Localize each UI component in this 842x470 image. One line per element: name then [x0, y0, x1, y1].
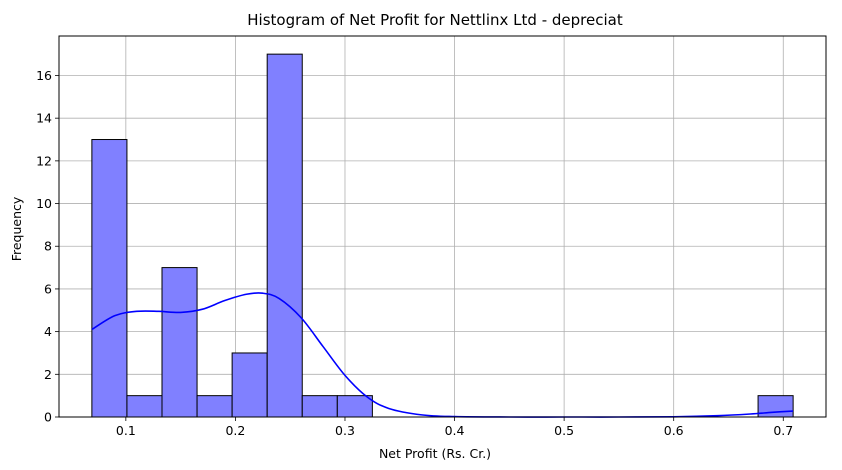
chart-title: Histogram of Net Profit for Nettlinx Ltd…	[247, 11, 623, 29]
x-tick-label: 0.5	[554, 423, 574, 438]
histogram-bar	[196, 395, 233, 418]
y-axis-ticks: 0 2 4 6 8 10 12 14 16	[36, 68, 59, 425]
histogram-bar	[336, 395, 373, 418]
y-tick-label: 16	[36, 68, 52, 83]
histogram-bar	[231, 352, 268, 418]
x-tick-label: 0.3	[335, 423, 355, 438]
x-tick-label: 0.4	[445, 423, 465, 438]
y-tick-label: 6	[44, 281, 52, 296]
y-tick-label: 10	[36, 196, 52, 211]
y-tick-label: 12	[36, 153, 52, 168]
histogram-bars	[91, 53, 794, 418]
y-tick-label: 14	[36, 111, 52, 126]
histogram-bar	[126, 395, 163, 418]
x-tick-label: 0.6	[664, 423, 684, 438]
x-axis-ticks: 0.1 0.2 0.3 0.4 0.5 0.6 0.7	[116, 417, 793, 438]
plot-frame	[58, 35, 827, 418]
y-tick-label: 0	[44, 410, 52, 425]
histogram-bar	[161, 267, 198, 418]
y-axis-label: Frequency	[9, 196, 24, 261]
histogram-bar	[91, 139, 128, 418]
x-tick-label: 0.2	[225, 423, 245, 438]
y-tick-label: 2	[44, 367, 52, 382]
x-tick-label: 0.1	[116, 423, 136, 438]
y-tick-label: 8	[44, 239, 52, 254]
x-tick-label: 0.7	[773, 423, 793, 438]
histogram-bar	[301, 395, 338, 418]
x-axis-label: Net Profit (Rs. Cr.)	[379, 446, 491, 461]
histogram-bar	[266, 53, 303, 418]
y-tick-label: 4	[44, 324, 52, 339]
